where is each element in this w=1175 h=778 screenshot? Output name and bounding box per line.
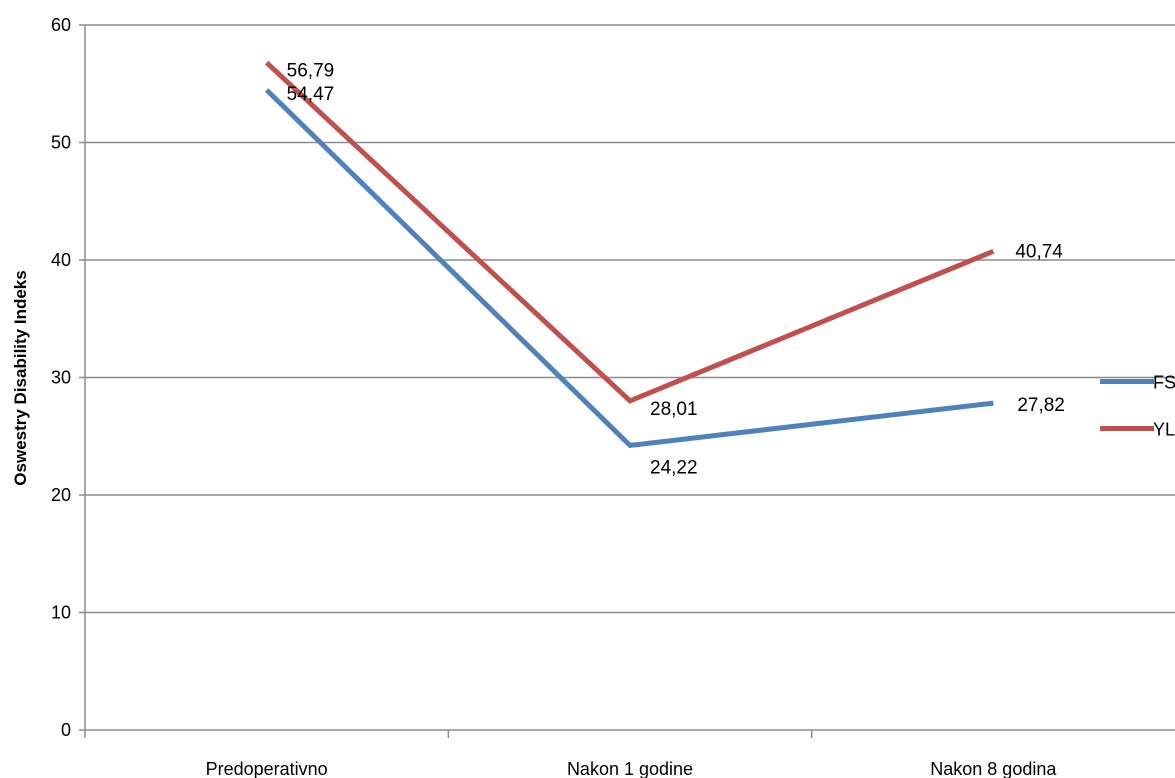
y-tick-label: 60 [51, 15, 71, 35]
data-label-fsl: 24,22 [650, 457, 698, 478]
y-tick-label: 30 [51, 368, 71, 388]
data-label-yl: 56,79 [287, 61, 335, 82]
y-tick-label: 50 [51, 133, 71, 153]
data-label-yl: 40,74 [1015, 241, 1063, 262]
series-line-yl [264, 60, 995, 404]
data-label-fsl: 27,82 [1017, 395, 1065, 416]
legend-label-fsl: FSL [1153, 373, 1175, 393]
gridlines [85, 24, 1175, 614]
series-line-fsl [264, 88, 994, 449]
axes: 0 10 20 30 40 50 60 Predoperativno Nakon 1 godin… [51, 15, 1175, 778]
data-label-fsl: 54,47 [287, 84, 335, 105]
x-tick-label: Nakon 1 godine [567, 759, 693, 778]
legend-label-yl: YL [1153, 420, 1175, 440]
data-labels: 54,47 24,22 27,82 56,79 28,01 40,74 [287, 61, 1065, 479]
y-tick-label: 10 [51, 603, 71, 623]
y-tick-label: 0 [61, 720, 71, 740]
x-tick-label: Predoperativno [206, 759, 328, 778]
y-axis-title: Oswestry Disability Indeks [11, 270, 30, 485]
legend: FSL YL [1100, 373, 1175, 440]
series-lines [264, 60, 995, 449]
y-tick-label: 40 [51, 250, 71, 270]
y-tick-label: 20 [51, 485, 71, 505]
x-tick-label: Nakon 8 godina [930, 759, 1057, 778]
data-label-yl: 28,01 [650, 399, 698, 420]
